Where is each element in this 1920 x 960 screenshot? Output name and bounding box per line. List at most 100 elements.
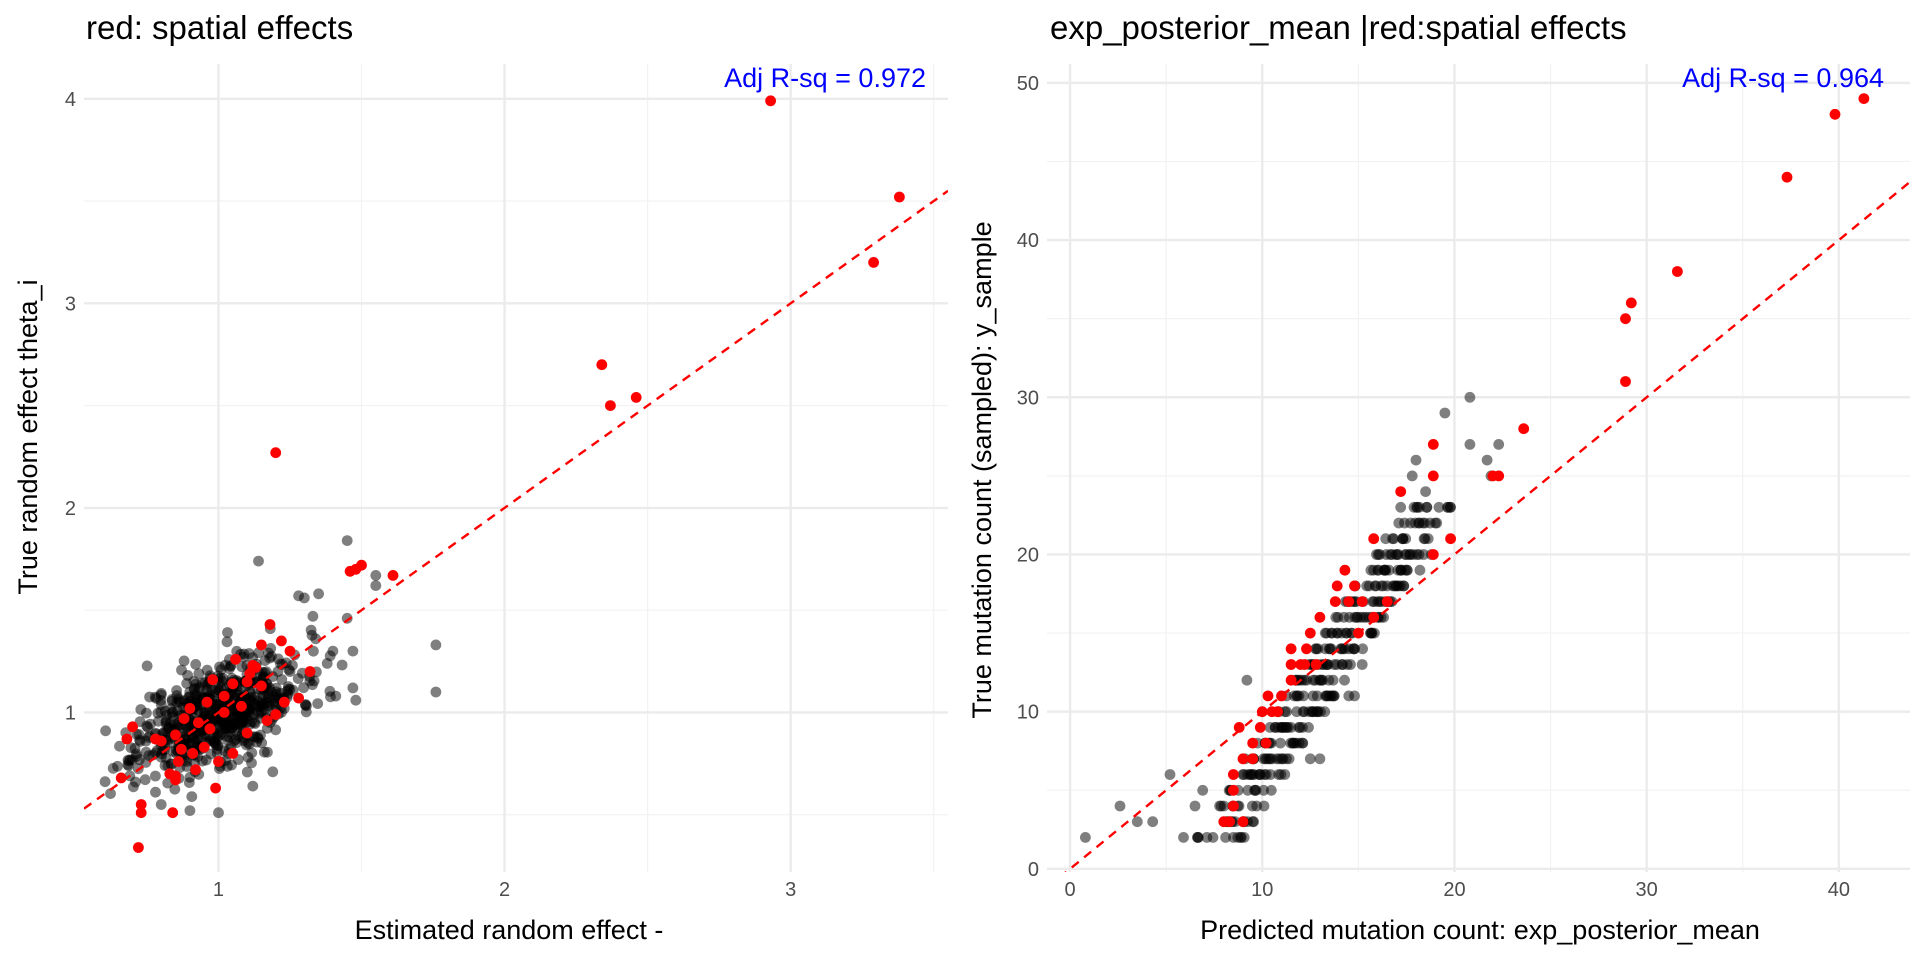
right-x-tick-label: 40 — [1828, 879, 1850, 901]
right-point-red — [1233, 722, 1245, 733]
right-y-tick-label: 10 — [1017, 702, 1039, 724]
left-point-red — [244, 668, 256, 679]
left-point-all — [307, 679, 318, 691]
right-point-all — [1406, 470, 1418, 482]
right-point-all — [1287, 737, 1299, 749]
right-point-all — [1370, 580, 1381, 592]
right-point-red — [1349, 580, 1360, 592]
left-point-red — [178, 713, 190, 724]
right-point-all — [1281, 753, 1292, 765]
right-point-all — [1147, 816, 1159, 828]
left-x-tick-label: 1 — [213, 879, 224, 901]
left-point-all — [300, 706, 312, 718]
left-point-all — [169, 783, 181, 795]
right-point-all — [1429, 517, 1441, 529]
left-point-red — [218, 690, 230, 702]
left-point-red — [170, 729, 181, 741]
left-point-all — [107, 762, 119, 774]
left-x-ticks: 1 2 3 — [213, 879, 796, 901]
right-point-all — [1265, 784, 1277, 796]
right-point-all — [1291, 706, 1303, 718]
right-panel: exp_posterior_mean |red:spatial effects … — [967, 9, 1910, 945]
left-point-all — [336, 659, 348, 671]
right-point-all — [1312, 643, 1324, 655]
right-reference-line-group — [1064, 180, 1910, 872]
left-point-all — [139, 774, 151, 786]
left-point-red — [167, 807, 179, 819]
right-point-all — [1336, 627, 1347, 639]
right-point-all — [1306, 706, 1318, 718]
right-point-all — [1371, 549, 1382, 560]
right-point-red — [1285, 643, 1297, 655]
right-point-all — [1288, 690, 1300, 702]
right-point-red — [1314, 611, 1326, 623]
left-point-all — [211, 747, 223, 759]
left-point-all — [347, 682, 359, 694]
right-point-all — [1349, 643, 1360, 655]
left-point-red — [213, 756, 224, 767]
left-point-all — [152, 707, 164, 719]
left-point-all — [219, 723, 231, 735]
left-point-red — [605, 400, 616, 411]
right-adj-r-squared: Adj R-sq = 0.964 — [1682, 63, 1884, 93]
right-point-all — [1335, 643, 1347, 655]
left-point-all — [217, 672, 229, 684]
left-y-axis-label: True random effect theta_i — [13, 279, 43, 594]
right-point-red — [1224, 816, 1235, 828]
left-point-all — [100, 725, 111, 737]
right-point-red — [1237, 816, 1249, 828]
left-point-all — [247, 780, 259, 792]
left-point-red — [204, 723, 216, 735]
left-point-red — [241, 676, 253, 688]
right-point-all — [1298, 690, 1309, 702]
left-point-all — [122, 754, 134, 766]
right-point-all — [1395, 501, 1407, 513]
right-x-ticks: 0 10 20 30 40 — [1065, 879, 1851, 901]
right-point-all — [1114, 800, 1126, 812]
right-point-all — [1321, 690, 1332, 702]
right-point-all — [1321, 627, 1332, 639]
left-point-all — [206, 684, 218, 695]
right-point-all — [1193, 832, 1204, 843]
right-point-all — [1242, 769, 1254, 780]
left-point-red — [198, 741, 210, 753]
left-point-all — [184, 805, 196, 816]
left-point-all — [141, 660, 153, 672]
left-point-all — [243, 706, 255, 718]
left-point-red — [264, 619, 276, 630]
right-point-all — [1439, 407, 1451, 419]
left-point-all — [171, 685, 183, 696]
left-point-all — [430, 639, 442, 651]
left-point-all — [430, 686, 442, 698]
left-y-tick-label: 4 — [65, 89, 76, 111]
right-point-all — [1220, 832, 1231, 843]
left-point-all — [186, 791, 198, 802]
left-point-all — [222, 627, 233, 638]
left-point-red — [304, 666, 316, 677]
right-point-all — [1315, 706, 1326, 718]
right-y-ticks: 0 10 20 30 40 50 — [1017, 73, 1039, 881]
left-point-all — [262, 692, 274, 704]
right-point-all — [1368, 564, 1379, 576]
left-point-all — [284, 666, 296, 677]
left-y-tick-label: 2 — [65, 498, 76, 520]
left-point-all — [330, 690, 342, 702]
left-point-red — [175, 743, 187, 755]
left-point-red — [184, 703, 196, 714]
left-point-all — [222, 734, 233, 746]
right-point-red — [1518, 423, 1530, 435]
left-point-all — [176, 664, 187, 676]
left-point-red — [270, 709, 282, 720]
right-y-tick-label: 0 — [1028, 859, 1039, 881]
right-point-red — [1228, 784, 1239, 796]
left-reference-line — [84, 189, 948, 810]
left-point-all — [265, 643, 277, 654]
left-point-all — [254, 701, 265, 713]
left-point-all — [242, 751, 254, 763]
left-point-all — [178, 655, 190, 667]
left-point-all — [350, 694, 362, 706]
left-point-all — [253, 555, 264, 567]
right-point-red — [1285, 659, 1297, 670]
left-point-all — [327, 645, 339, 657]
left-point-red — [135, 799, 147, 810]
